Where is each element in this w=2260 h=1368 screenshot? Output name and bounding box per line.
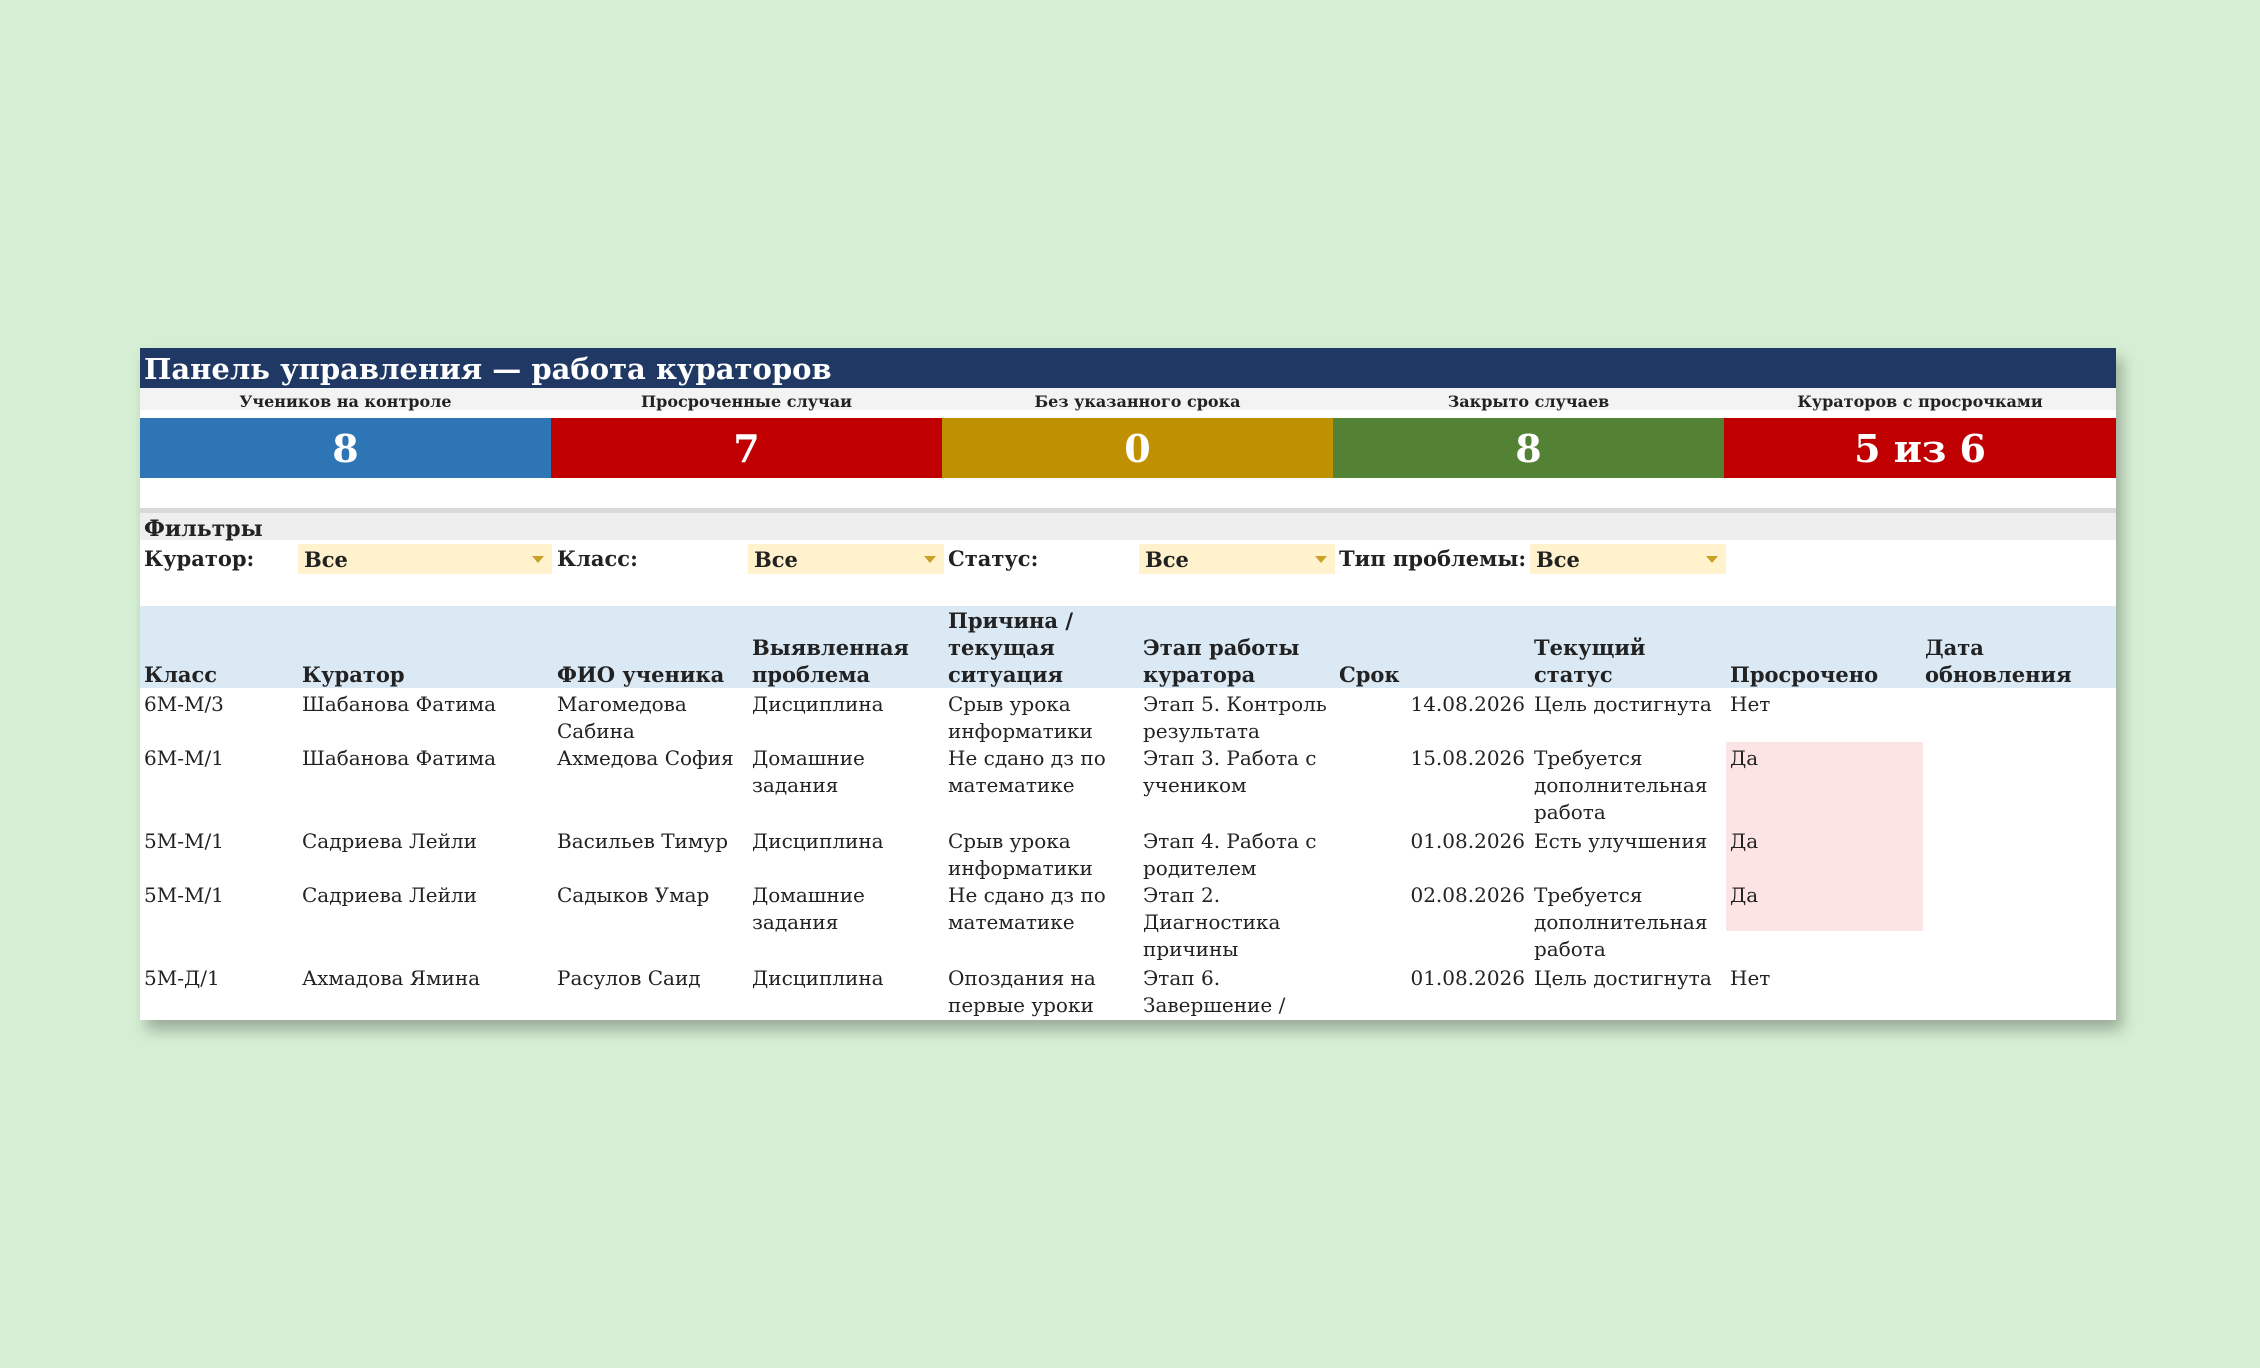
table-cell: Домашние задания (752, 883, 865, 934)
table-cell: Не сдано дз по математике (948, 883, 1106, 934)
table-cell: Срыв урока информатики (948, 829, 1093, 880)
filter-value-status: Все (1145, 547, 1189, 572)
table-header-band (140, 606, 2116, 688)
column-header-problem: Выявленная проблема (752, 635, 909, 687)
table-cell: Этап 5. Контроль результата (1143, 692, 1327, 743)
table-cell: Требуется дополнительная работа (1534, 746, 1708, 824)
table-cell: 6М-М/1 (144, 746, 224, 770)
overdue-highlight (1726, 742, 1923, 825)
table-cell: Садыков Умар (557, 883, 710, 907)
table-cell: Ахмедова София (557, 746, 734, 770)
table-cell: 02.08.2026 (1410, 883, 1525, 907)
table-cell: Да (1730, 883, 1759, 907)
table-cell: Домашние задания (752, 746, 865, 797)
table-cell: 01.08.2026 (1410, 829, 1525, 853)
overdue-highlight (1726, 851, 1923, 931)
table-cell: 6М-М/3 (144, 692, 224, 716)
table-cell: Опоздания на первые уроки (948, 966, 1096, 1017)
table-cell: Да (1730, 829, 1759, 853)
table-cell: Шабанова Фатима (302, 692, 497, 716)
kpi-value-students: 8 (140, 418, 551, 478)
column-header-curator: Куратор (302, 662, 405, 687)
dashboard-title: Панель управления — работа кураторов (140, 348, 2116, 388)
column-header-overdue: Просрочено (1730, 662, 1879, 687)
table-cell: Магомедова Сабина (557, 692, 687, 743)
kpi-value-closed: 8 (1333, 418, 1724, 478)
kpi-labels-band (140, 388, 2116, 410)
kpi-value-curators-overdue: 5 из 6 (1724, 418, 2116, 478)
filters-band (140, 513, 2116, 540)
column-header-deadline: Срок (1339, 662, 1400, 687)
table-cell: Срыв урока информатики (948, 692, 1093, 743)
table-cell: Цель достигнута (1534, 692, 1712, 716)
table-cell: Этап 2. Диагностика причины (1143, 883, 1281, 961)
column-header-reason: Причина / текущая ситуация (948, 608, 1073, 687)
table-cell: Садриева Лейли (302, 883, 477, 907)
dropdown-arrow-icon[interactable] (1706, 556, 1718, 563)
filter-label-problem-type: Тип проблемы: (1339, 546, 1527, 571)
table-cell: Этап 4. Работа с родителем (1143, 829, 1317, 880)
table-cell: 5М-Д/1 (144, 966, 220, 990)
filter-select-curator[interactable]: Все (298, 544, 552, 574)
table-cell: 01.08.2026 (1410, 966, 1525, 990)
table-cell: Цель достигнута (1534, 966, 1712, 990)
dashboard-sheet: Панель управления — работа кураторов Уче… (140, 348, 2116, 1020)
table-cell: 15.08.2026 (1410, 746, 1525, 770)
table-cell: Васильев Тимур (557, 829, 728, 853)
dropdown-arrow-icon[interactable] (532, 556, 544, 563)
table-cell: Нет (1730, 966, 1771, 990)
table-cell: 14.08.2026 (1410, 692, 1525, 716)
kpi-value-overdue: 7 (551, 418, 942, 478)
filters-title: Фильтры (144, 516, 263, 542)
kpi-label-students: Учеников на контроле (239, 392, 452, 411)
table-cell: Не сдано дз по математике (948, 746, 1106, 797)
filter-label-curator: Куратор: (144, 546, 255, 571)
filter-value-problem-type: Все (1536, 547, 1580, 572)
kpi-label-overdue: Просроченные случаи (641, 392, 852, 411)
column-header-class: Класс (144, 662, 218, 687)
table-cell: Этап 6. Завершение / (1143, 966, 1286, 1017)
dropdown-arrow-icon[interactable] (1315, 556, 1327, 563)
table-cell: Есть улучшения (1534, 829, 1708, 853)
column-header-stage: Этап работы куратора (1143, 635, 1300, 687)
kpi-label-no-deadline: Без указанного срока (1034, 392, 1241, 411)
kpi-label-closed: Закрыто случаев (1447, 392, 1610, 411)
filter-label-class: Класс: (557, 546, 638, 571)
table-cell: Расулов Саид (557, 966, 701, 990)
filter-label-status: Статус: (948, 546, 1039, 571)
table-cell: 5М-М/1 (144, 829, 224, 853)
kpi-label-curators-overdue: Кураторов с просрочками (1797, 392, 2043, 411)
column-header-student: ФИО ученика (557, 662, 725, 687)
filter-value-curator: Все (304, 547, 348, 572)
column-header-updated: Дата обновления (1925, 635, 2072, 687)
section-divider (140, 508, 2116, 513)
table-cell: Да (1730, 746, 1759, 770)
table-cell: Дисциплина (752, 829, 884, 853)
table-cell: Шабанова Фатима (302, 746, 497, 770)
table-cell: Дисциплина (752, 692, 884, 716)
table-cell: Ахмадова Ямина (302, 966, 481, 990)
table-cell: 5М-М/1 (144, 883, 224, 907)
filter-value-class: Все (754, 547, 798, 572)
table-cell: Нет (1730, 692, 1771, 716)
dropdown-arrow-icon[interactable] (924, 556, 936, 563)
column-header-status: Текущий статус (1534, 635, 1646, 687)
overdue-highlight (1726, 825, 1923, 851)
table-cell: Требуется дополнительная работа (1534, 883, 1708, 961)
kpi-value-no-deadline: 0 (942, 418, 1333, 478)
table-cell: Этап 3. Работа с учеником (1143, 746, 1317, 797)
filter-select-problem-type[interactable]: Все (1530, 544, 1726, 574)
filter-select-class[interactable]: Все (748, 544, 944, 574)
table-cell: Садриева Лейли (302, 829, 477, 853)
filter-select-status[interactable]: Все (1139, 544, 1335, 574)
table-cell: Дисциплина (752, 966, 884, 990)
